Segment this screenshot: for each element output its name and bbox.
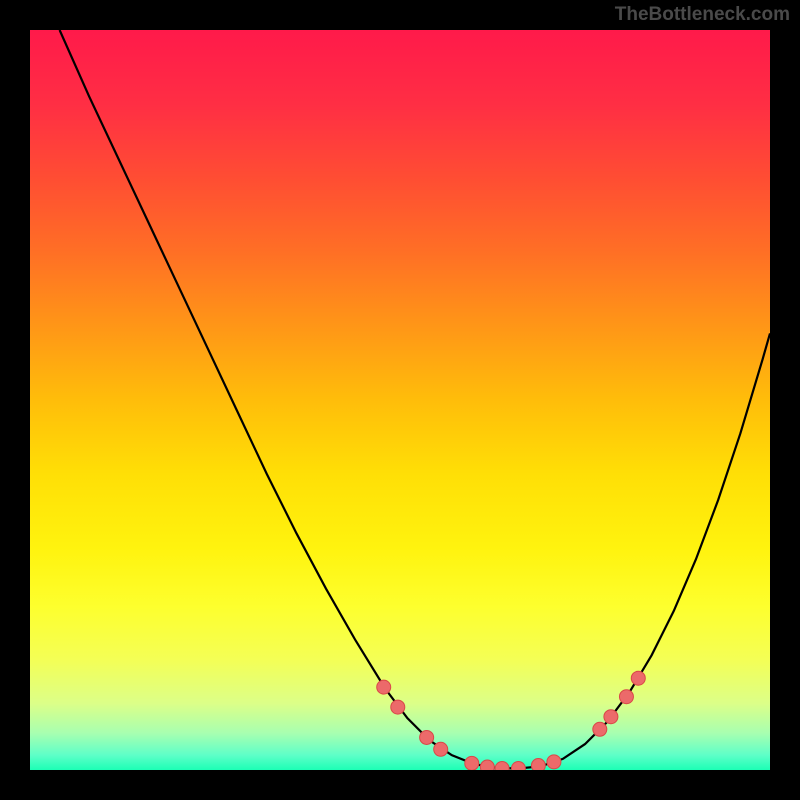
data-marker [631,671,645,685]
data-marker [511,762,525,770]
data-marker [604,710,618,724]
data-marker [420,730,434,744]
data-marker [434,742,448,756]
data-marker [391,700,405,714]
curve-layer [30,30,770,770]
data-marker [619,690,633,704]
watermark-text: TheBottleneck.com [615,4,790,26]
data-marker [593,722,607,736]
markers-group [377,671,646,770]
bottleneck-curve [60,30,770,769]
data-marker [495,762,509,770]
data-marker [480,760,494,770]
data-marker [465,756,479,770]
data-marker [531,759,545,770]
data-marker [547,755,561,769]
plot-area [30,30,770,770]
data-marker [377,680,391,694]
